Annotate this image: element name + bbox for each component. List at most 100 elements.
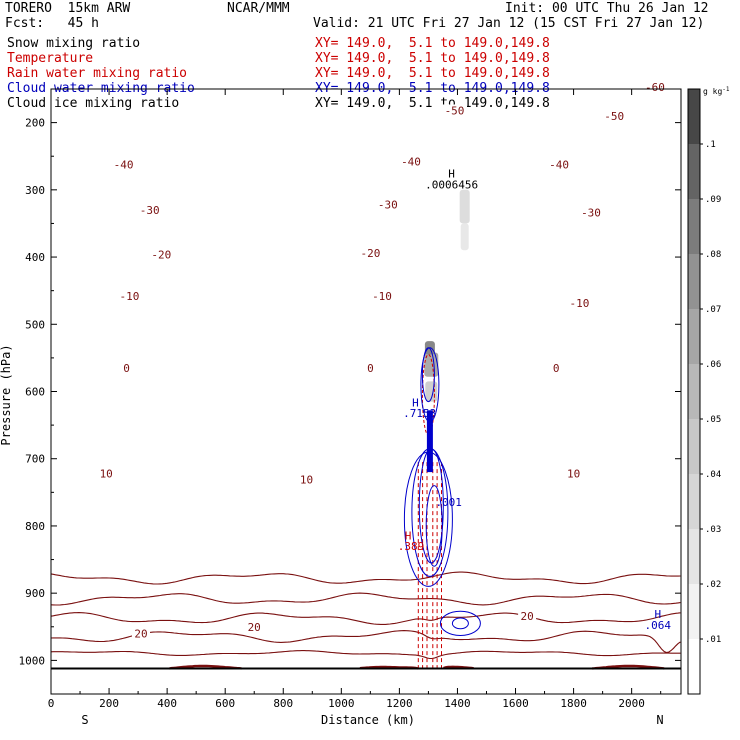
y-tick-label: 900 <box>25 587 45 600</box>
x-tick-label: 0 <box>48 697 55 710</box>
colorbar-band <box>688 364 700 419</box>
max-annotation: .064 <box>645 619 672 632</box>
x-axis-label: Distance (km) <box>321 713 415 727</box>
isotherm-line <box>50 650 681 660</box>
colorbar-band <box>688 199 700 254</box>
max-annotation: H <box>412 396 419 409</box>
axes: 0 200 400 600 800 1000 1200 1400 1600 1800 2000200… <box>19 88 681 710</box>
colorbar-tick-label: .1 <box>705 140 716 150</box>
colorbar-tick-label: .02 <box>705 580 721 590</box>
isotherm-label: 0 <box>553 362 560 375</box>
isotherm-line <box>169 664 665 670</box>
max-annotation: .389 <box>398 540 425 553</box>
contour-label-bg <box>398 155 424 168</box>
y-tick-label: 1000 <box>19 654 46 667</box>
contour-label-bg <box>148 248 174 261</box>
isotherm-label: 20 <box>248 621 261 634</box>
contour-label-bg <box>137 204 163 216</box>
contour-label-bg <box>297 473 316 486</box>
contour-label-bg <box>245 620 264 633</box>
colorbar-band <box>688 309 700 364</box>
colorbar-band <box>688 89 700 144</box>
colorbar-tick-label: .08 <box>705 250 721 260</box>
model-title: TORERO 15km ARW <box>5 1 131 16</box>
contour-label-bg <box>369 290 395 302</box>
x-tick-label: 600 <box>215 697 235 710</box>
colorbar-band <box>688 474 700 529</box>
y-tick-label: 200 <box>25 117 45 130</box>
isotherm-label: -50 <box>445 105 465 118</box>
x-end-label-north: N <box>656 713 663 727</box>
isotherm-label: -10 <box>569 297 589 310</box>
colorbar-band <box>688 144 700 199</box>
cloud-water-contours <box>403 347 481 637</box>
isotherm-label: 20 <box>134 628 147 641</box>
contour-label-bg <box>578 206 604 219</box>
isotherm-label: 0 <box>367 362 374 375</box>
contour-label-bg <box>642 81 668 93</box>
contour-label-bg <box>357 247 383 259</box>
cloud-water-core <box>426 410 433 473</box>
isotherm-label: 10 <box>100 468 113 481</box>
x-tick-label: 2000 <box>618 697 645 710</box>
contour-label-bg <box>116 290 142 302</box>
isotherm-line <box>50 630 681 654</box>
colorbar-unit: g kg-1 <box>703 86 730 96</box>
field-name-cloud-ice: Cloud ice mixing ratio <box>7 96 180 111</box>
contour-label-bg <box>97 467 116 480</box>
snow-shading <box>424 189 470 402</box>
colorbar-band <box>688 639 700 694</box>
contour-label-bg <box>111 158 137 171</box>
isotherm-line <box>50 592 681 606</box>
contour-label-bg <box>121 362 132 374</box>
max-annotation: .001 <box>435 496 462 509</box>
isotherm-label: -20 <box>360 247 380 260</box>
cloud-water-contour <box>451 617 469 630</box>
isotherm-label: -20 <box>151 248 171 261</box>
colorbar-unit-exponent: -1 <box>722 86 730 93</box>
init-time: Init: 00 UTC Thu 26 Jan 12 <box>505 1 709 16</box>
max-annotation: .7153 <box>403 407 436 420</box>
contour-label-bg <box>566 296 592 309</box>
x-tick-label: 1800 <box>560 697 587 710</box>
contour-label-bg <box>132 627 150 640</box>
contour-label-bg <box>550 362 562 374</box>
contour-label-bg <box>564 467 583 480</box>
isotherm-label: -30 <box>140 204 160 217</box>
y-axis-label: Pressure (hPa) <box>0 344 13 445</box>
y-tick-label: 400 <box>25 251 45 264</box>
contour-labels: -60 -50 -50 -40 -40 -40 -30 -30 -30 -20 -20 -10 -10 -… <box>97 81 668 641</box>
contour-label-bg <box>442 104 467 117</box>
field-name-temperature: Temperature <box>7 51 94 66</box>
field-xy-temperature: XY= 149.0, 5.1 to 149.0,149.8 <box>315 51 550 66</box>
colorbar-tick-label: .01 <box>705 635 721 645</box>
x-tick-label: 1000 <box>328 697 355 710</box>
x-end-label-south: S <box>81 713 88 727</box>
contour-label-bg <box>364 362 376 374</box>
cloud-water-contour <box>439 610 481 637</box>
max-annotation: H <box>448 168 455 181</box>
field-xy-snow: XY= 149.0, 5.1 to 149.0,149.8 <box>315 36 550 51</box>
y-tick-label: 500 <box>25 318 45 331</box>
max-annotation: H <box>405 529 412 542</box>
y-tick-label: 600 <box>25 386 45 399</box>
x-tick-label: 200 <box>99 697 119 710</box>
isotherm-label: -30 <box>378 199 398 212</box>
colorbar-tick-label: .05 <box>705 415 721 425</box>
isotherm-label: -10 <box>119 290 139 303</box>
isotherm-label: -10 <box>372 290 392 303</box>
isotherm-label: 20 <box>520 610 533 623</box>
isotherm-label: 10 <box>300 474 313 487</box>
snow-shade <box>459 189 470 224</box>
cloud-water-contour <box>425 485 443 567</box>
contour-label-bg <box>601 109 627 122</box>
y-tick-label: 300 <box>25 184 45 197</box>
temperature-contours <box>50 571 681 670</box>
isotherm-label: -60 <box>645 81 665 94</box>
contour-label-bg <box>546 158 572 171</box>
colorbar: .01 .02 .03 .04 .05 .06 .07 .08 .09 .1 g kg-1 <box>687 86 730 695</box>
max-annotation: H <box>654 608 661 621</box>
colorbar-tick-label: .04 <box>705 470 721 480</box>
colorbar-band <box>688 254 700 309</box>
